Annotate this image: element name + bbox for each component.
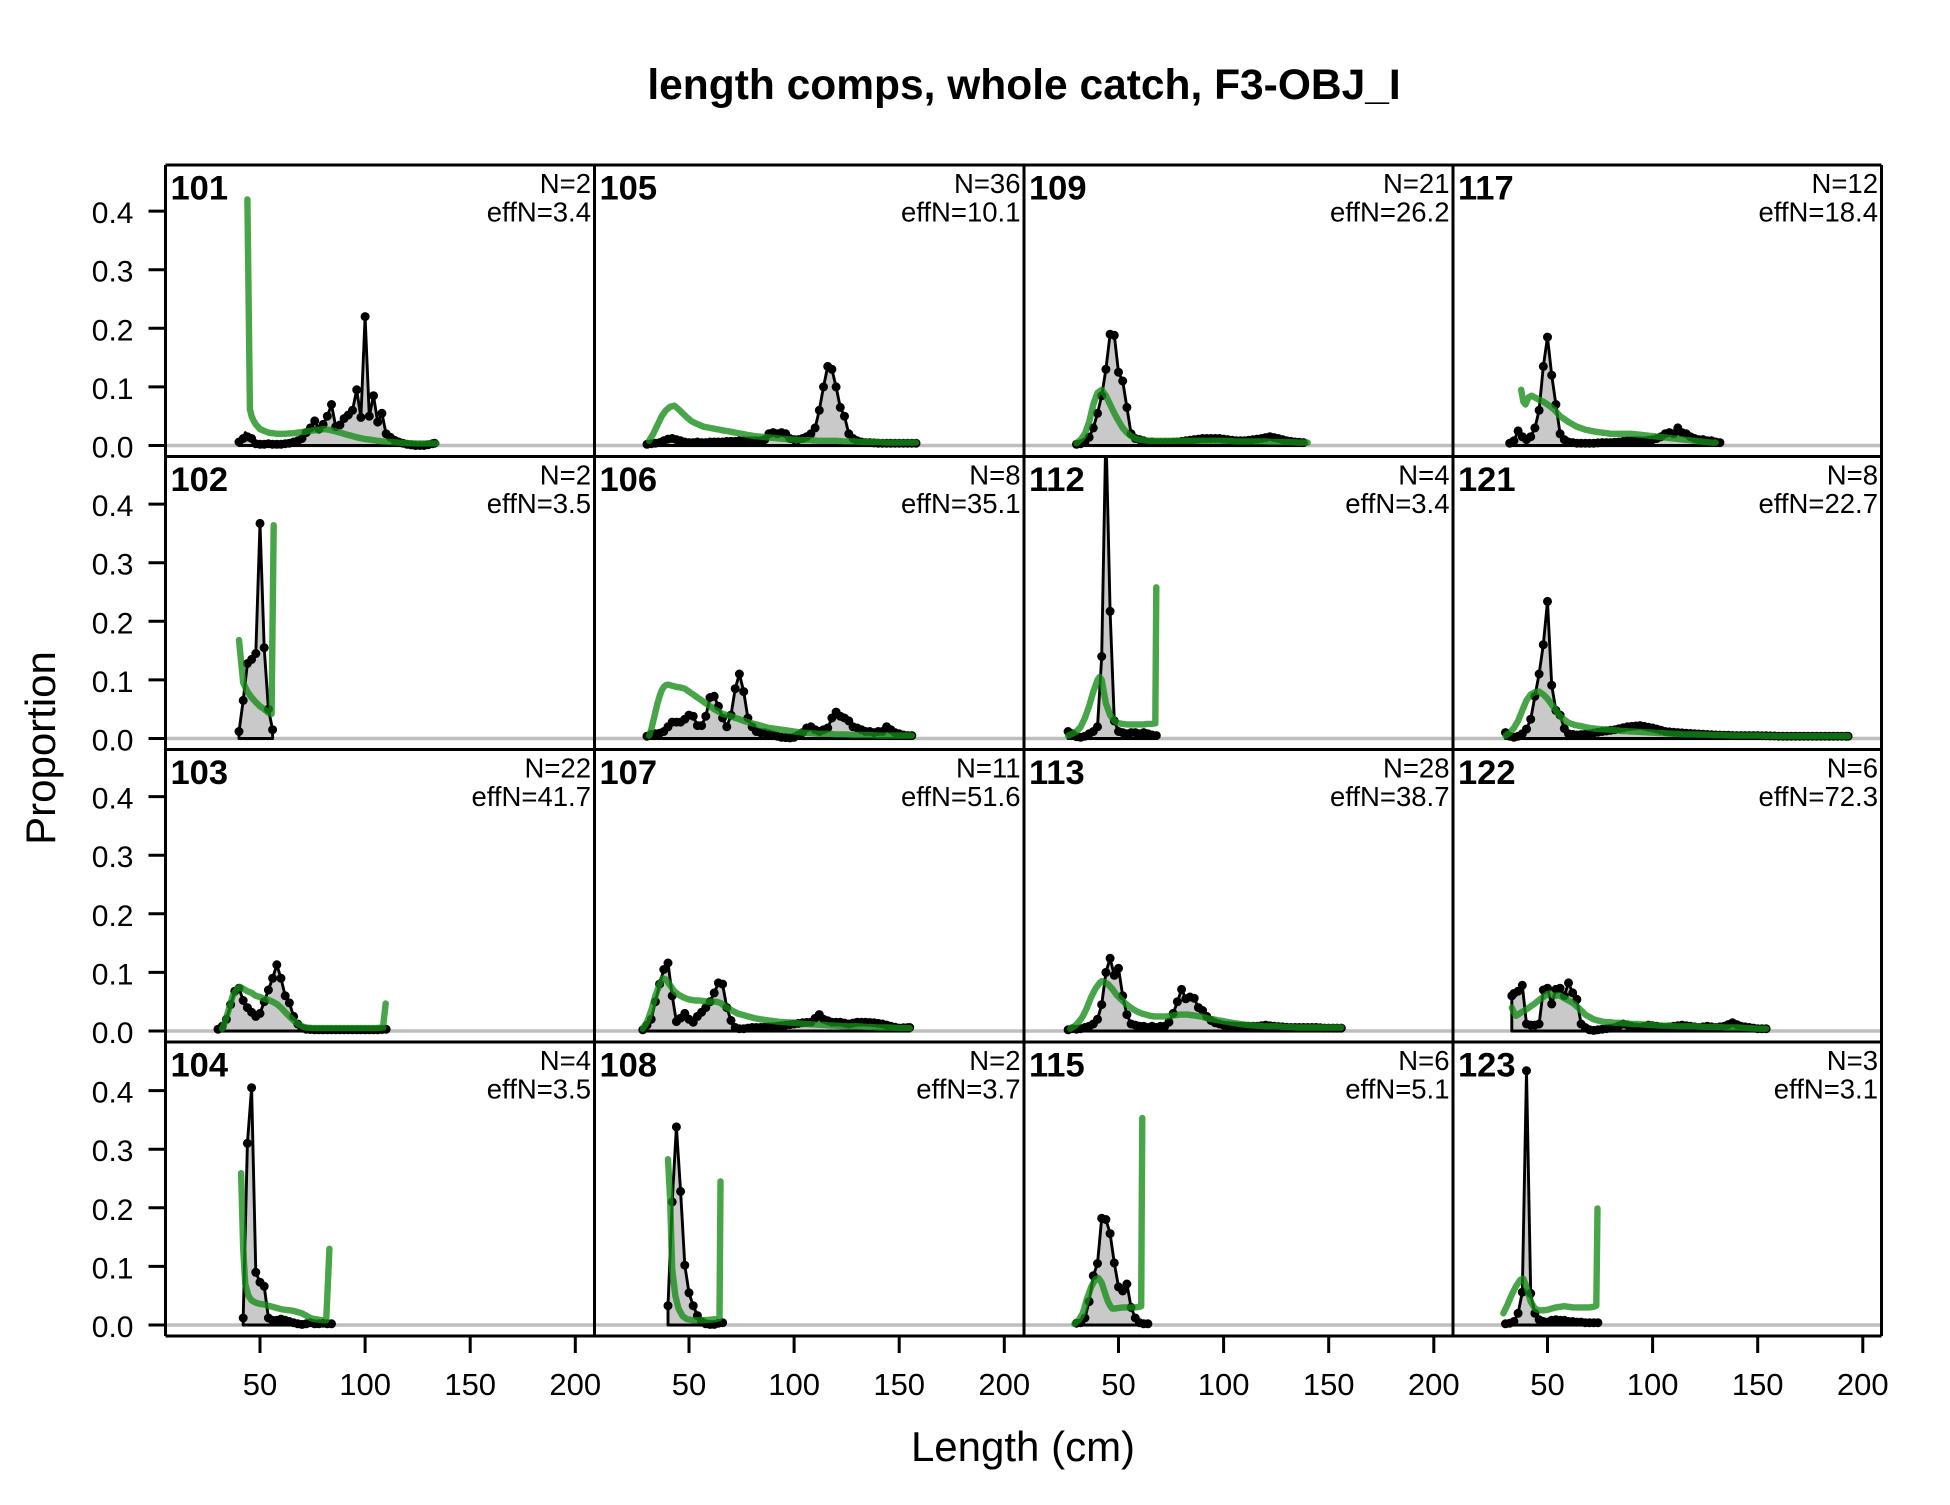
svg-text:115: 115 — [1029, 1047, 1085, 1085]
svg-text:100: 100 — [768, 1367, 820, 1402]
svg-text:effN=51.6: effN=51.6 — [901, 781, 1021, 812]
svg-text:105: 105 — [600, 170, 658, 208]
svg-text:effN=35.1: effN=35.1 — [901, 488, 1021, 519]
svg-text:50: 50 — [672, 1367, 706, 1402]
svg-text:106: 106 — [600, 461, 658, 499]
svg-text:N=2: N=2 — [969, 1045, 1020, 1076]
svg-text:200: 200 — [1837, 1367, 1889, 1402]
svg-text:0.3: 0.3 — [92, 549, 134, 582]
svg-text:N=28: N=28 — [1383, 753, 1450, 784]
svg-text:100: 100 — [1627, 1367, 1679, 1402]
svg-text:123: 123 — [1458, 1047, 1516, 1085]
svg-text:effN=3.4: effN=3.4 — [487, 197, 591, 228]
svg-text:N=36: N=36 — [954, 168, 1021, 199]
svg-text:150: 150 — [1732, 1367, 1784, 1402]
svg-text:effN=22.7: effN=22.7 — [1758, 488, 1878, 519]
svg-text:0.3: 0.3 — [92, 1135, 134, 1168]
svg-text:0.1: 0.1 — [92, 666, 134, 699]
svg-text:102: 102 — [171, 461, 229, 499]
svg-text:0.0: 0.0 — [92, 432, 134, 465]
svg-text:200: 200 — [1408, 1367, 1460, 1402]
svg-text:N=2: N=2 — [540, 460, 591, 491]
svg-text:0.4: 0.4 — [92, 1077, 134, 1110]
svg-text:0.2: 0.2 — [92, 1194, 134, 1227]
svg-text:108: 108 — [600, 1047, 658, 1085]
svg-text:200: 200 — [549, 1367, 601, 1402]
svg-text:0.4: 0.4 — [92, 197, 134, 230]
svg-text:N=2: N=2 — [540, 168, 591, 199]
svg-text:104: 104 — [171, 1047, 229, 1085]
svg-text:N=3: N=3 — [1827, 1045, 1878, 1076]
svg-text:50: 50 — [1101, 1367, 1135, 1402]
svg-text:N=22: N=22 — [524, 753, 591, 784]
svg-text:N=21: N=21 — [1383, 168, 1450, 199]
svg-text:101: 101 — [171, 170, 229, 208]
svg-text:50: 50 — [243, 1367, 277, 1402]
svg-text:0.3: 0.3 — [92, 256, 134, 289]
svg-text:effN=26.2: effN=26.2 — [1330, 197, 1450, 228]
svg-text:N=4: N=4 — [1398, 460, 1449, 491]
svg-text:112: 112 — [1029, 461, 1085, 499]
svg-text:N=8: N=8 — [1827, 460, 1878, 491]
svg-text:effN=18.4: effN=18.4 — [1758, 197, 1878, 228]
svg-text:length comps, whole catch, F3-: length comps, whole catch, F3-OBJ_I — [647, 62, 1400, 109]
svg-text:0.1: 0.1 — [92, 373, 134, 406]
svg-text:0.0: 0.0 — [92, 725, 134, 758]
svg-text:N=8: N=8 — [969, 460, 1020, 491]
svg-text:0.4: 0.4 — [92, 490, 134, 523]
svg-text:150: 150 — [444, 1367, 496, 1402]
svg-text:N=11: N=11 — [956, 753, 1020, 784]
svg-text:103: 103 — [171, 754, 229, 792]
svg-text:0.2: 0.2 — [92, 900, 134, 933]
svg-text:0.1: 0.1 — [92, 1252, 134, 1285]
svg-text:effN=5.1: effN=5.1 — [1345, 1074, 1449, 1105]
svg-text:100: 100 — [339, 1367, 391, 1402]
svg-text:0.2: 0.2 — [92, 314, 134, 347]
svg-text:effN=10.1: effN=10.1 — [901, 197, 1021, 228]
svg-text:150: 150 — [873, 1367, 925, 1402]
svg-text:109: 109 — [1029, 170, 1087, 208]
svg-text:0.2: 0.2 — [92, 607, 134, 640]
svg-text:Proportion: Proportion — [17, 651, 64, 845]
svg-text:150: 150 — [1303, 1367, 1355, 1402]
svg-text:effN=41.7: effN=41.7 — [471, 781, 591, 812]
svg-text:effN=38.7: effN=38.7 — [1330, 781, 1450, 812]
svg-text:121: 121 — [1458, 461, 1516, 499]
svg-text:N=4: N=4 — [540, 1045, 591, 1076]
svg-text:50: 50 — [1530, 1367, 1564, 1402]
svg-text:effN=3.5: effN=3.5 — [487, 488, 591, 519]
svg-text:0.1: 0.1 — [92, 958, 134, 991]
svg-text:113: 113 — [1029, 754, 1085, 792]
svg-text:effN=3.5: effN=3.5 — [487, 1074, 591, 1105]
svg-text:0.0: 0.0 — [92, 1017, 134, 1050]
svg-text:Length (cm): Length (cm) — [911, 1423, 1135, 1470]
svg-text:100: 100 — [1198, 1367, 1250, 1402]
svg-text:107: 107 — [600, 754, 658, 792]
svg-text:117: 117 — [1458, 170, 1514, 208]
svg-text:effN=72.3: effN=72.3 — [1758, 781, 1878, 812]
svg-text:0.4: 0.4 — [92, 783, 134, 816]
svg-text:0.0: 0.0 — [92, 1311, 134, 1344]
svg-text:200: 200 — [978, 1367, 1030, 1402]
svg-text:N=12: N=12 — [1811, 168, 1878, 199]
svg-text:N=6: N=6 — [1827, 753, 1878, 784]
svg-text:N=6: N=6 — [1398, 1045, 1449, 1076]
svg-text:effN=3.1: effN=3.1 — [1774, 1074, 1878, 1105]
svg-text:0.3: 0.3 — [92, 841, 134, 874]
svg-text:effN=3.4: effN=3.4 — [1345, 488, 1449, 519]
svg-text:122: 122 — [1458, 754, 1516, 792]
svg-text:effN=3.7: effN=3.7 — [916, 1074, 1020, 1105]
